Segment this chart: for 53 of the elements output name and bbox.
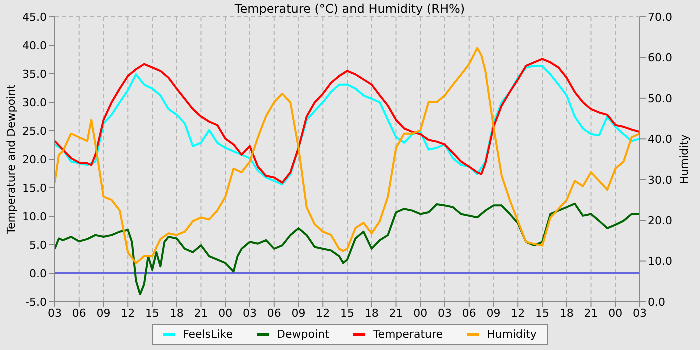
y2-tick-label: 30.0 (648, 174, 672, 187)
y2-tick-label: 20.0 (648, 214, 672, 228)
x-tick-label: 18 (364, 306, 379, 320)
x-tick-label: 00 (218, 306, 233, 320)
x-tick-label: 06 (462, 306, 476, 320)
legend-label: Temperature (373, 328, 444, 341)
y2-tick-label: 70.0 (648, 10, 672, 24)
legend-label: Dewpoint (277, 328, 330, 341)
x-tick-label: 09 (292, 306, 306, 320)
x-tick-label: 15 (340, 306, 354, 320)
x-tick-label: 03 (633, 306, 647, 320)
x-tick-label: 03 (438, 306, 452, 320)
y2-tick-label: 0.0 (648, 296, 666, 309)
x-tick-label: 06 (72, 306, 86, 320)
chart-title: Temperature (°C) and Humidity (RH%) (234, 2, 466, 16)
y2-axis-title: Humidity (678, 134, 691, 184)
x-tick-label: 21 (389, 306, 404, 320)
x-tick-label: 15 (146, 306, 160, 320)
x-tick-label: 09 (96, 306, 111, 320)
x-tick-label: 21 (194, 306, 208, 320)
y2-tick-label: 50.0 (648, 92, 672, 106)
legend-label: FeelsLike (183, 328, 234, 341)
y-tick-label: 40.0 (22, 39, 47, 52)
line-series (55, 47, 640, 264)
y-axis-title: Temperature and Dewpoint (4, 84, 18, 236)
x-tick-label: 21 (584, 306, 598, 320)
x-tick-label: 03 (48, 306, 62, 320)
x-tick-label: 12 (511, 306, 526, 320)
y2-tick-label: 40.0 (648, 133, 672, 146)
y-tick-label: 35.0 (22, 68, 47, 81)
y-tick-label: 0.0 (30, 267, 47, 280)
y-tick-label: 45.0 (22, 10, 47, 24)
y-tick-label: 5.0 (30, 238, 47, 252)
line-series (55, 202, 640, 296)
legend-label: Humidity (487, 328, 537, 341)
x-tick-label: 06 (267, 306, 282, 320)
x-tick-label: 09 (486, 306, 501, 320)
x-tick-label: 18 (560, 306, 574, 320)
y2-tick-label: 10.0 (648, 255, 672, 268)
y-tick-label: -5.0 (26, 296, 47, 309)
x-tick-label: 12 (121, 306, 136, 320)
x-tick-label: 18 (170, 306, 184, 320)
y-tick-label: 20.0 (22, 153, 47, 166)
y-tick-label: 15.0 (22, 182, 47, 195)
y-tick-label: 25.0 (22, 124, 47, 138)
y-tick-label: 10.0 (22, 210, 47, 224)
x-tick-label: 00 (414, 306, 428, 320)
x-tick-label: 00 (608, 306, 623, 320)
x-tick-label: 03 (243, 306, 257, 320)
y-tick-label: 30.0 (22, 96, 47, 110)
x-tick-label: 12 (316, 306, 330, 320)
y2-tick-label: 60.0 (648, 52, 672, 65)
x-tick-label: 15 (536, 306, 550, 320)
